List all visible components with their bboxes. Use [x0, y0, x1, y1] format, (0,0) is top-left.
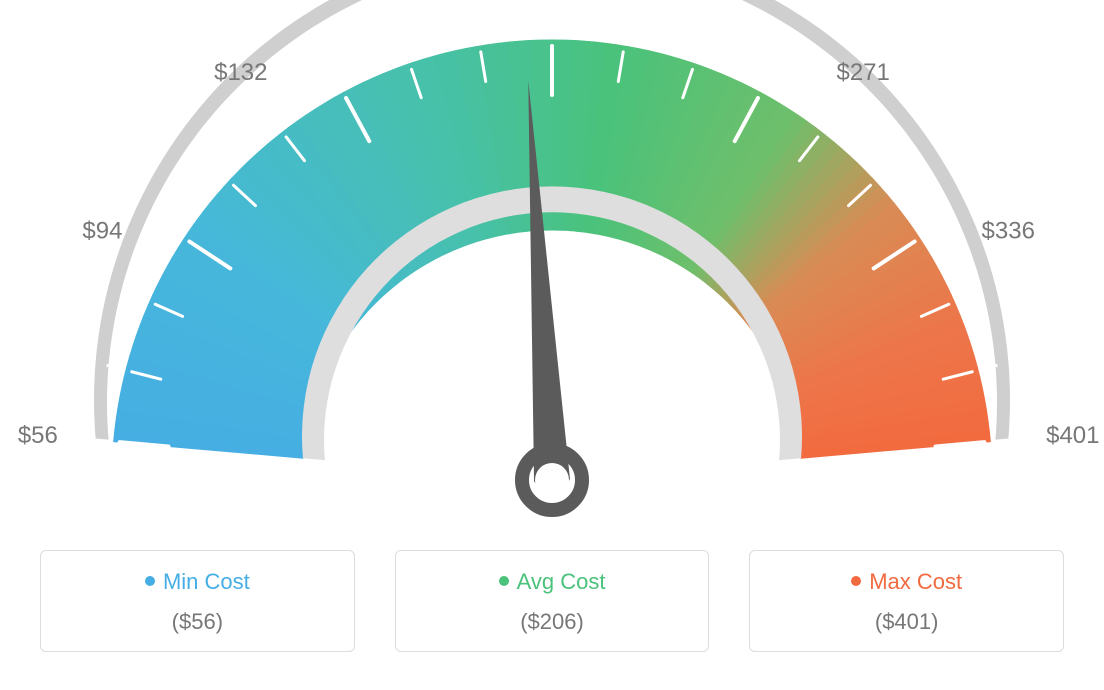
svg-text:$132: $132	[214, 59, 267, 86]
svg-text:$336: $336	[982, 217, 1035, 244]
legend-value: ($56)	[49, 609, 346, 635]
legend-title: Avg Cost	[404, 569, 701, 595]
svg-text:$401: $401	[1046, 422, 1099, 449]
legend-title: Min Cost	[49, 569, 346, 595]
legend-card-avg: Avg Cost ($206)	[395, 550, 710, 652]
gauge-chart: $56$94$132$206$271$336$401	[0, 0, 1104, 540]
legend-card-max: Max Cost ($401)	[749, 550, 1064, 652]
legend-dot-avg	[499, 576, 509, 586]
legend-value: ($401)	[758, 609, 1055, 635]
legend-dot-min	[145, 576, 155, 586]
legend-row: Min Cost ($56) Avg Cost ($206) Max Cost …	[0, 550, 1104, 652]
legend-card-min: Min Cost ($56)	[40, 550, 355, 652]
legend-title: Max Cost	[758, 569, 1055, 595]
legend-title-text: Min Cost	[163, 569, 250, 594]
legend-title-text: Avg Cost	[517, 569, 606, 594]
legend-dot-max	[851, 576, 861, 586]
svg-text:$94: $94	[82, 217, 122, 244]
gauge-svg: $56$94$132$206$271$336$401	[0, 0, 1104, 540]
svg-text:$271: $271	[836, 59, 889, 86]
legend-title-text: Max Cost	[869, 569, 962, 594]
svg-text:$56: $56	[18, 422, 58, 449]
legend-value: ($206)	[404, 609, 701, 635]
